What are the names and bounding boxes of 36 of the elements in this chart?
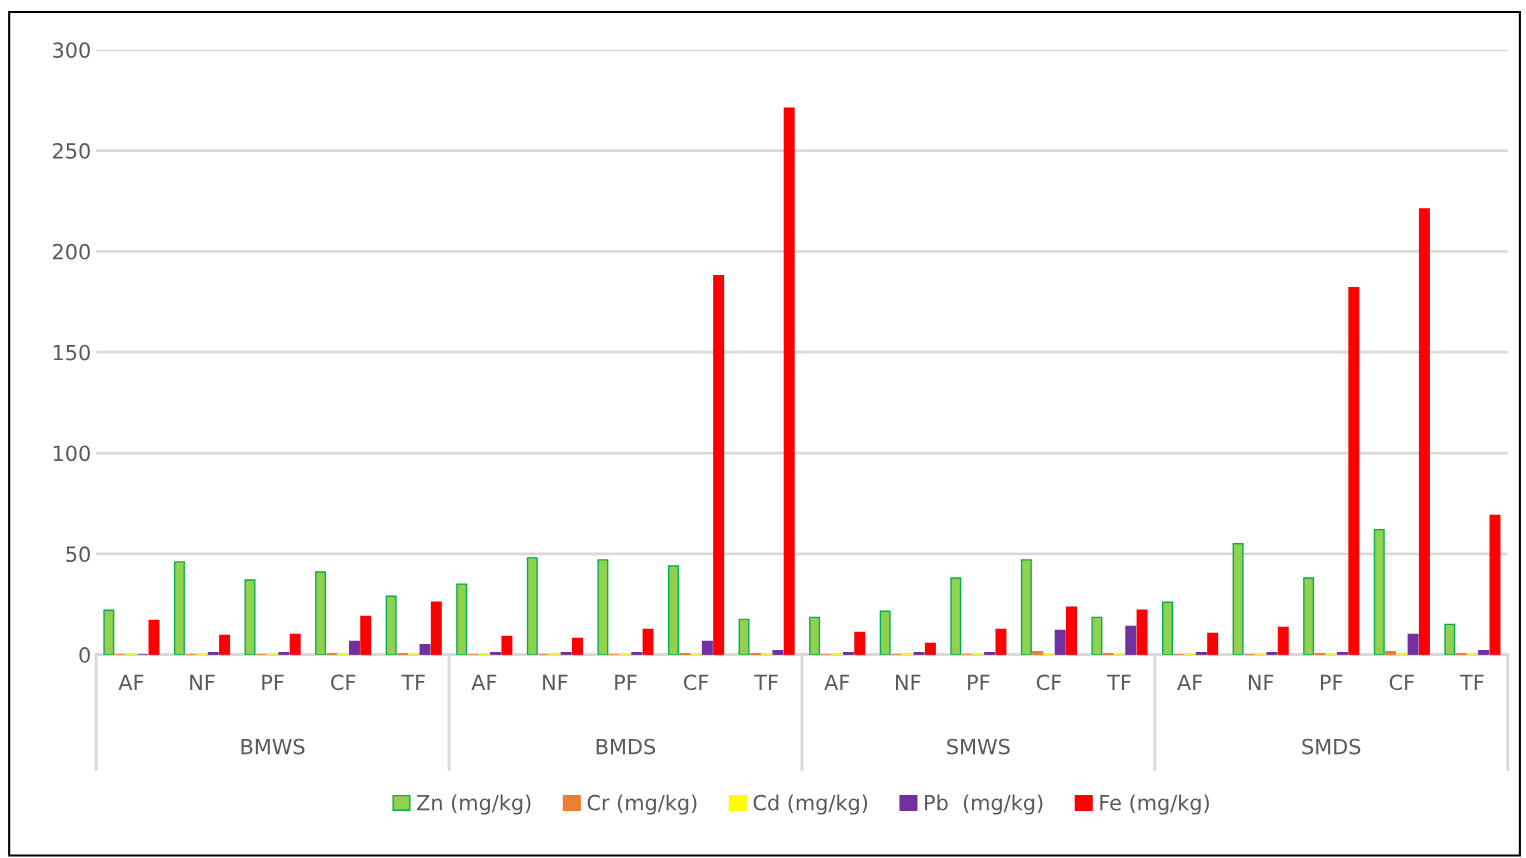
x-tick-label: TF <box>1107 674 1131 690</box>
x-tick-label: CF <box>683 674 709 691</box>
x-tick-label: NF <box>543 674 568 690</box>
x-tick-label: TF <box>754 674 778 690</box>
y-tick-label: 50 <box>66 546 90 563</box>
x-tick-label: PF <box>262 674 284 690</box>
text: SMDS <box>1302 738 1361 755</box>
y-tick-label: 150 <box>53 344 90 361</box>
x-tick-label: AF <box>471 674 497 690</box>
legend-label: Cd (mg/kg) <box>753 794 868 815</box>
x-tick-label: NF <box>190 674 215 690</box>
text: BMDS <box>596 738 656 755</box>
x-tick-label: CF <box>1389 674 1414 691</box>
y-tick-label: 300 <box>53 42 90 58</box>
x-tick-label: AF <box>1177 674 1202 690</box>
x-tick-label: TF <box>401 674 425 690</box>
text: BMWS <box>241 738 305 755</box>
y-tick-label: 0 <box>79 647 90 663</box>
legend-label: Fe (mg/kg) <box>1100 794 1209 815</box>
x-tick-label: NF <box>896 674 921 690</box>
x-tick-label: NF <box>1248 674 1274 690</box>
x-tick-label: CF <box>1036 674 1061 691</box>
x-tick-label: PF <box>615 674 637 690</box>
x-tick-label: CF <box>331 674 356 691</box>
x-tick-label: AF <box>118 674 144 690</box>
legend-label: Cr (mg/kg) <box>587 794 697 815</box>
legend-label: Pb (mg/kg) <box>925 794 1043 815</box>
y-tick-label: 250 <box>53 143 90 159</box>
x-tick-label: PF <box>1321 674 1343 690</box>
y-tick-label: 100 <box>53 445 90 462</box>
text: SMWS <box>947 738 1010 755</box>
x-tick-label: PF <box>968 674 990 690</box>
legend-label: Zn (mg/kg) <box>417 794 531 815</box>
y-tick-label: 200 <box>53 243 90 260</box>
x-tick-label: AF <box>824 674 850 690</box>
x-tick-label: TF <box>1459 674 1484 690</box>
